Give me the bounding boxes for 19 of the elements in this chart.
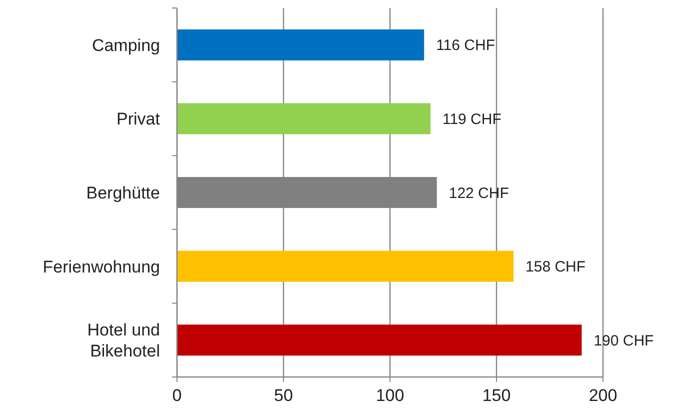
data-label: 122 CHF [448,184,509,202]
x-tick-label: 100 [376,386,404,405]
y-tick-label: Berghütte [86,183,160,202]
bar [177,103,430,134]
data-label: 190 CHF [594,332,654,350]
bar [177,250,514,282]
data-label: 158 CHF [526,258,586,276]
bar [177,29,424,60]
x-tick-label: 150 [482,386,511,405]
y-tick-label: Camping [92,36,160,55]
data-label: 119 CHF [442,110,502,128]
x-tick-label: 200 [588,386,618,405]
data-label: 116 CHF [436,37,495,54]
x-tick-label: 0 [172,386,182,405]
bar [177,324,582,356]
y-tick-label: Privat [116,110,160,129]
y-tick-label: Ferienwohnung [42,257,160,276]
x-tick-label: 50 [274,386,293,405]
y-tick-label: Hotel und Bikehotel [87,320,160,361]
